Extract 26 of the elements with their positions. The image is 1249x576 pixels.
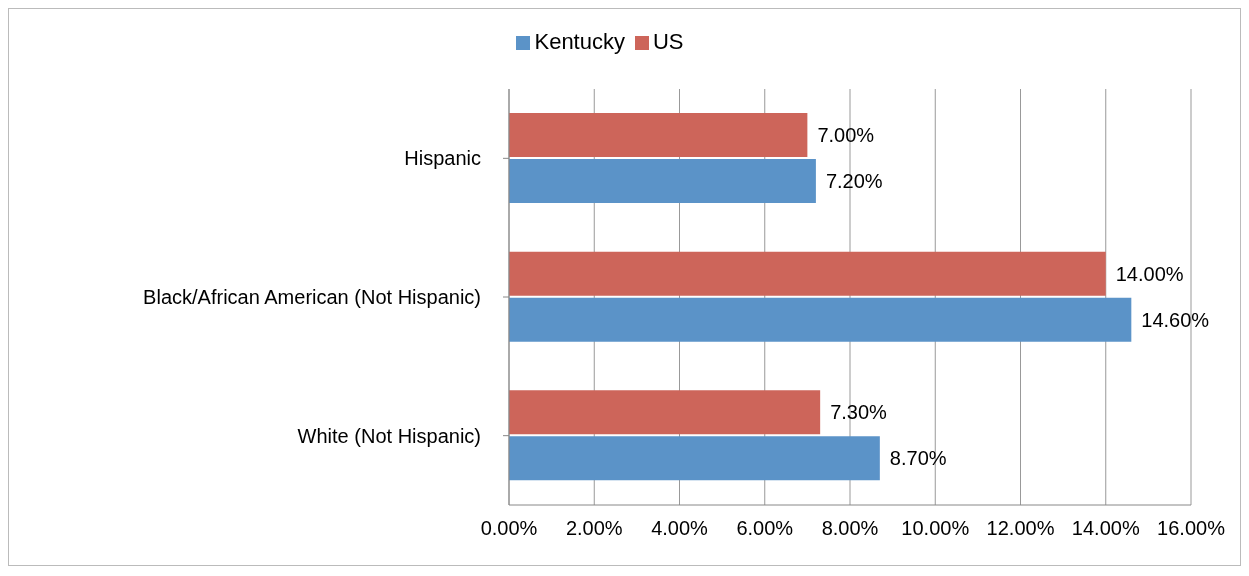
bar: [509, 390, 821, 435]
x-tick-label: 2.00%: [565, 517, 623, 540]
x-tick-label: 14.00%: [1071, 517, 1140, 540]
legend-label: US: [652, 29, 684, 54]
data-label: 14.60%: [1141, 308, 1210, 331]
bar: [509, 113, 808, 157]
data-label: 14.00%: [1115, 262, 1184, 285]
bar: [509, 436, 880, 481]
data-label: 7.00%: [817, 124, 875, 147]
legend-label: Kentucky: [534, 29, 625, 54]
bar: [509, 297, 1132, 342]
bar: [509, 251, 1106, 296]
x-tick-label: 6.00%: [736, 517, 794, 540]
data-label: 8.70%: [889, 447, 947, 470]
data-label: 7.30%: [830, 401, 888, 424]
y-tick-label: White (Not Hispanic): [297, 424, 481, 447]
data-label: 7.20%: [825, 170, 883, 193]
y-tick-label: Black/African American (Not Hispanic): [143, 286, 481, 309]
x-tick-label: 16.00%: [1157, 517, 1226, 540]
x-tick-label: 0.00%: [480, 517, 538, 540]
x-tick-label: 8.00%: [821, 517, 879, 540]
x-tick-label: 10.00%: [901, 517, 970, 540]
x-tick-label: 4.00%: [651, 517, 709, 540]
y-tick-label: Hispanic: [404, 147, 481, 170]
bar: [509, 159, 816, 203]
x-tick-label: 12.00%: [986, 517, 1055, 540]
